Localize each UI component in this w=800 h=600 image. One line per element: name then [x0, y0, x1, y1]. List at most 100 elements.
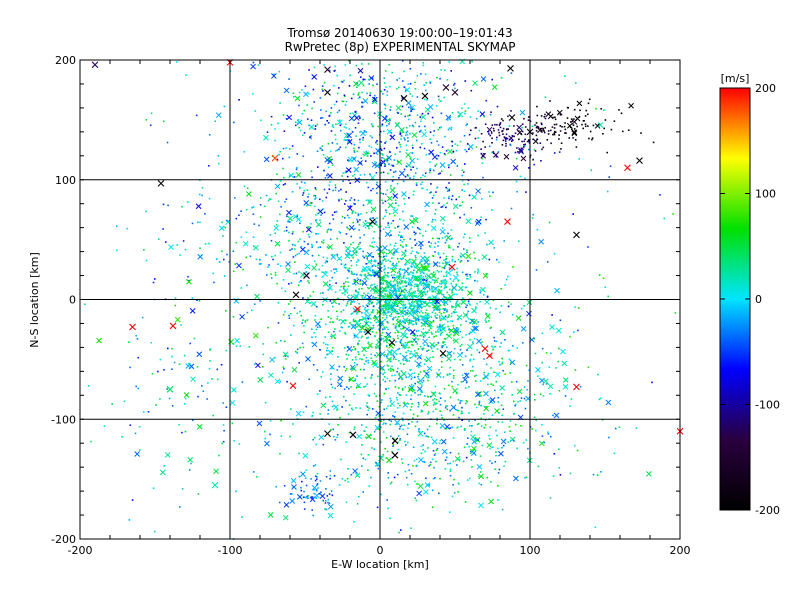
scatter-point	[296, 253, 299, 256]
scatter-point	[408, 322, 410, 324]
scatter-point	[450, 128, 453, 131]
scatter-point	[420, 183, 422, 186]
scatter-point	[382, 294, 384, 297]
scatter-point	[445, 296, 447, 299]
scatter-point	[405, 89, 407, 92]
scatter-point	[157, 370, 159, 373]
scatter-point	[356, 363, 358, 366]
scatter-point	[438, 202, 440, 205]
scatter-point	[255, 362, 261, 369]
x-tick-label: 200	[670, 544, 691, 557]
scatter-point	[628, 102, 634, 109]
scatter-point	[369, 317, 372, 320]
scatter-point	[447, 128, 450, 131]
scatter-point	[587, 246, 589, 248]
scatter-point	[313, 205, 316, 208]
scatter-point	[448, 166, 450, 169]
scatter-point	[453, 338, 459, 344]
scatter-point	[514, 151, 517, 154]
scatter-point	[345, 233, 348, 235]
scatter-point	[218, 454, 220, 457]
scatter-point	[408, 197, 410, 199]
scatter-point	[414, 480, 416, 483]
scatter-point	[397, 276, 400, 278]
scatter-point	[396, 407, 399, 409]
scatter-point	[505, 142, 507, 145]
scatter-point	[327, 498, 330, 501]
scatter-point	[443, 304, 446, 306]
scatter-point	[322, 271, 329, 278]
scatter-point	[336, 381, 343, 388]
scatter-point	[196, 351, 203, 358]
scatter-point	[520, 133, 522, 135]
scatter-point	[311, 176, 313, 179]
scatter-point	[359, 368, 362, 371]
scatter-point	[365, 360, 367, 362]
scatter-point	[407, 427, 409, 429]
scatter-point	[371, 374, 373, 376]
scatter-point	[434, 452, 437, 455]
scatter-point	[332, 305, 334, 308]
scatter-point	[554, 131, 557, 133]
scatter-point	[325, 271, 327, 273]
scatter-point	[371, 447, 373, 449]
scatter-point	[197, 253, 204, 260]
scatter-point	[412, 125, 415, 128]
cross-marker	[486, 352, 493, 360]
scatter-point	[300, 314, 303, 317]
scatter-point	[410, 252, 412, 255]
scatter-point	[377, 463, 379, 466]
scatter-point	[597, 122, 604, 128]
scatter-point	[233, 121, 235, 124]
scatter-point	[391, 263, 398, 270]
scatter-point	[326, 353, 328, 356]
scatter-point	[383, 408, 385, 411]
scatter-point	[461, 271, 464, 274]
scatter-point	[269, 234, 272, 236]
scatter-point	[438, 311, 441, 314]
scatter-point	[417, 283, 419, 286]
scatter-point	[608, 176, 610, 178]
scatter-point	[386, 128, 393, 135]
scatter-point	[451, 320, 454, 323]
scatter-point	[344, 479, 346, 482]
scatter-point	[550, 352, 552, 355]
scatter-point	[282, 167, 284, 170]
scatter-point	[319, 198, 321, 201]
scatter-point	[386, 341, 388, 343]
scatter-point	[350, 272, 353, 275]
scatter-point	[435, 163, 438, 166]
scatter-point	[433, 391, 435, 394]
scatter-point	[403, 197, 405, 200]
scatter-point	[283, 485, 286, 487]
scatter-point	[292, 231, 294, 233]
scatter-point	[460, 252, 466, 259]
scatter-point	[284, 183, 286, 185]
scatter-point	[352, 210, 355, 213]
scatter-point	[401, 417, 404, 420]
scatter-point	[435, 335, 437, 337]
scatter-point	[248, 346, 251, 348]
scatter-point	[422, 62, 425, 64]
scatter-point	[397, 290, 400, 292]
scatter-point	[496, 105, 499, 108]
scatter-point	[524, 177, 526, 180]
scatter-point	[536, 125, 538, 128]
scatter-point	[420, 452, 423, 455]
scatter-point	[341, 478, 344, 480]
scatter-point	[363, 274, 369, 280]
scatter-point	[134, 451, 141, 457]
scatter-point	[471, 438, 478, 445]
scatter-point	[384, 200, 387, 203]
scatter-point	[531, 125, 534, 127]
cross-marker	[364, 328, 372, 336]
scatter-point	[523, 144, 525, 146]
scatter-point	[389, 134, 396, 141]
scatter-point	[373, 438, 375, 440]
scatter-point	[358, 79, 365, 86]
scatter-point	[476, 349, 479, 351]
scatter-point	[376, 287, 378, 289]
scatter-point	[394, 374, 396, 376]
scatter-point	[299, 187, 301, 190]
scatter-point	[214, 120, 216, 122]
